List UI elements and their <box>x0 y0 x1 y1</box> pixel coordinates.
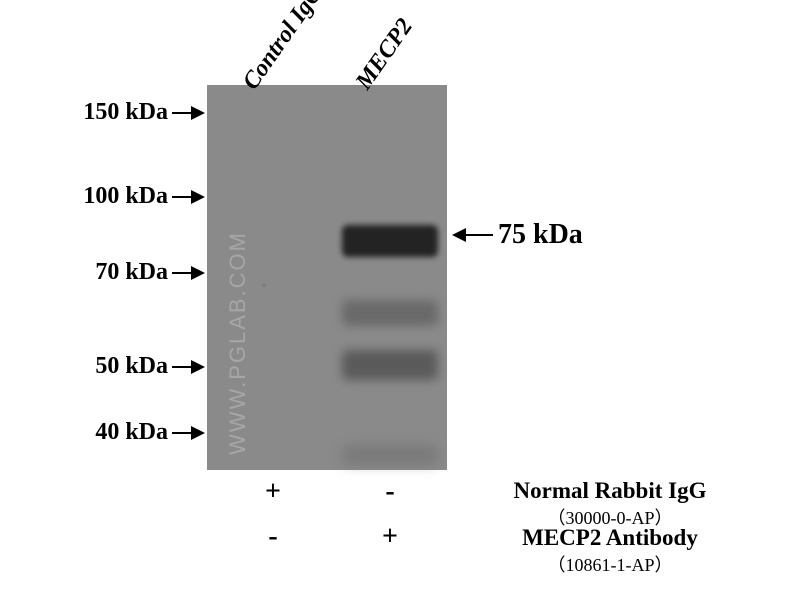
band-size-label: 75 kDa <box>498 219 583 251</box>
mw-arrow-head <box>191 190 205 204</box>
condition-mark: - <box>375 476 405 508</box>
mw-arrow-line <box>172 112 193 114</box>
condition-mark: - <box>258 521 288 553</box>
mw-arrow-line <box>172 196 193 198</box>
lane-label-1: Control IgG <box>238 0 329 95</box>
mw-label: 100 kDa <box>83 183 168 210</box>
mw-arrow-line <box>172 366 193 368</box>
band-lane2-3 <box>342 445 438 465</box>
band-arrow-head <box>452 228 466 242</box>
band-arrow-line <box>466 234 493 236</box>
mw-arrow-head <box>191 106 205 120</box>
mw-label: 40 kDa <box>95 419 168 446</box>
condition-mark: + <box>375 521 405 553</box>
band-lane2-2 <box>342 350 438 380</box>
artifact-spot <box>262 283 266 287</box>
mw-label: 150 kDa <box>83 99 168 126</box>
mw-label: 70 kDa <box>95 259 168 286</box>
condition-mark: + <box>258 476 288 508</box>
antibody-name: MECP2 Antibody <box>470 525 750 551</box>
western-blot-figure: WWW.PGLAB.COM Control IgG MECP2 150 kDa 10… <box>0 0 800 600</box>
mw-arrow-line <box>172 272 193 274</box>
mw-arrow-line <box>172 432 193 434</box>
band-lane2-0 <box>342 225 438 257</box>
mw-arrow-head <box>191 360 205 374</box>
mw-label: 50 kDa <box>95 353 168 380</box>
band-lane2-1 <box>342 300 438 326</box>
watermark-text: WWW.PGLAB.COM <box>225 231 251 455</box>
antibody-entry: MECP2 Antibody（10861-1-AP） <box>470 525 750 577</box>
antibody-catalog: （10861-1-AP） <box>470 551 750 577</box>
blot-membrane: WWW.PGLAB.COM <box>207 85 447 470</box>
antibody-entry: Normal Rabbit IgG（30000-0-AP） <box>470 478 750 530</box>
antibody-name: Normal Rabbit IgG <box>470 478 750 504</box>
mw-arrow-head <box>191 426 205 440</box>
mw-arrow-head <box>191 266 205 280</box>
lane-label-2: MECP2 <box>351 14 419 95</box>
